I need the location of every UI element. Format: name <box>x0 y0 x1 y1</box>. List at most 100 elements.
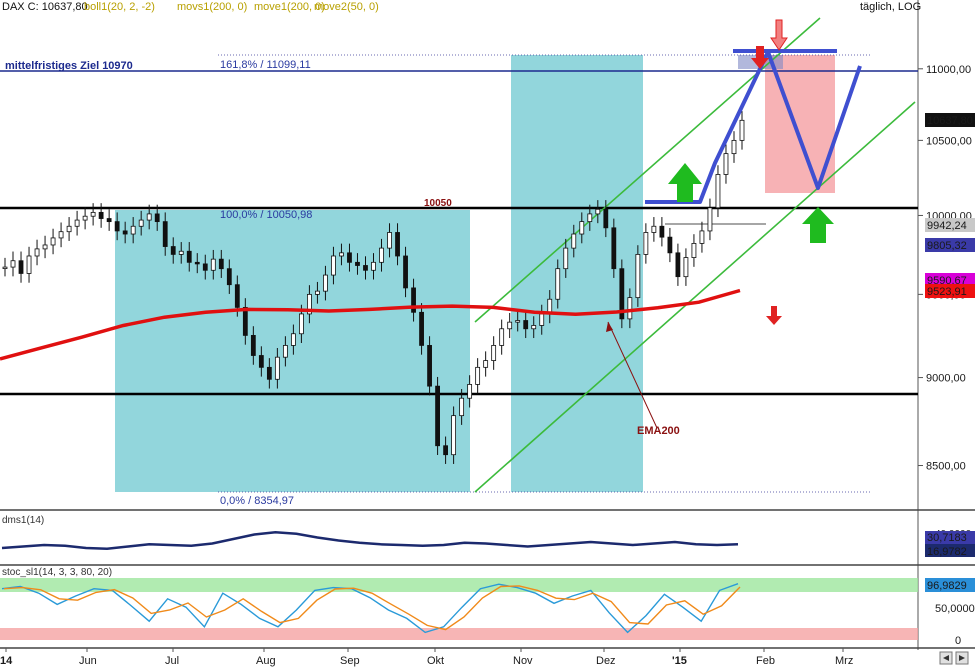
dms-badge-1 <box>925 531 975 544</box>
candle-body <box>299 313 304 335</box>
period-label: täglich, LOG <box>860 1 921 13</box>
candle-body <box>419 311 424 346</box>
candle-body <box>619 268 625 320</box>
red-down-arrow-2 <box>770 19 788 51</box>
candle-body <box>411 287 416 313</box>
fib-100-label: 100,0% / 10050,98 <box>220 209 312 221</box>
candle-body <box>282 345 288 358</box>
candle-body <box>2 266 8 269</box>
x-tick-label: Nov <box>513 655 533 667</box>
candle-body <box>539 313 545 326</box>
target-label: mittelfristiges Ziel 10970 <box>5 60 133 72</box>
candle-body <box>274 356 280 380</box>
candle-body <box>571 233 577 249</box>
candle-body <box>258 355 264 368</box>
x-tick-label: Sep <box>340 655 360 667</box>
ema-pointer-line <box>607 321 658 429</box>
candle-body <box>74 219 80 227</box>
ema200-label: EMA200 <box>637 425 680 437</box>
chart-title: DAX C: 10637,80 <box>2 1 88 13</box>
stoch-k-line <box>1 583 739 634</box>
ema-text: 9523,91 <box>927 286 967 298</box>
candle-body <box>579 221 585 235</box>
ema200-line <box>0 288 741 361</box>
ema-pointer-head <box>606 322 613 332</box>
stoch-axis-zero: 0 <box>955 635 961 647</box>
candle-body <box>387 232 392 249</box>
candle-body <box>531 325 537 330</box>
gray-level-badge <box>925 218 975 232</box>
last-price-text: 10637,80 <box>927 115 973 127</box>
indicator-1: boll1(20, 2, -2) <box>84 1 155 13</box>
candle-body <box>707 207 713 232</box>
x-tick-label: Mrz <box>835 655 853 667</box>
candle-body <box>395 232 400 257</box>
candle-body <box>635 254 641 299</box>
candle-body <box>290 333 296 346</box>
green-up-arrow-1 <box>668 163 702 202</box>
level-10050-label: 10050 <box>424 198 452 209</box>
candle-body <box>651 225 657 233</box>
candle-body <box>250 335 256 356</box>
consolidation-zone-1 <box>115 210 470 492</box>
y-tick-label: 8500,00 <box>926 461 966 473</box>
candle-body <box>611 227 617 270</box>
candle-body <box>507 321 513 330</box>
candle-body <box>146 213 152 221</box>
candle-body <box>58 231 64 239</box>
candle-body <box>515 320 521 323</box>
candle-body <box>138 219 144 227</box>
candle-body <box>475 366 481 385</box>
candle-body <box>202 263 208 271</box>
scroll-right-icon <box>959 655 965 661</box>
candle-body <box>347 252 352 263</box>
scroll-left-icon <box>943 655 949 661</box>
candle-body <box>435 385 440 447</box>
candle-body <box>355 261 360 266</box>
stoch-label: stoc_sl1(14, 3, 3, 80, 20) <box>2 567 112 578</box>
x-tick-label: Jul <box>165 655 179 667</box>
candle-body <box>627 297 633 320</box>
candle-body <box>675 252 681 278</box>
candle-body <box>323 274 328 292</box>
stoch-axis-mid: 50,0000 <box>935 603 975 615</box>
candle-body <box>66 225 72 233</box>
gray-level-text: 9942,24 <box>927 220 967 232</box>
candle-body <box>587 213 593 223</box>
ema-badge <box>925 284 975 298</box>
candle-body <box>683 257 689 278</box>
stoch-badge <box>925 578 975 592</box>
red-down-arrow-3 <box>766 306 782 325</box>
candle-body <box>226 268 232 286</box>
candle-body <box>643 232 649 255</box>
red-down-arrow-1 <box>751 46 769 69</box>
candle-body <box>114 221 120 232</box>
candle-body <box>555 268 561 300</box>
candle-body <box>178 250 184 255</box>
candle-body <box>723 153 729 175</box>
channel-lower-line <box>474 101 916 493</box>
candle-body <box>659 225 665 238</box>
candle-body <box>443 445 448 456</box>
candle-body <box>90 211 96 217</box>
candle-body <box>130 225 136 235</box>
candle-body <box>731 139 737 155</box>
candle-body <box>42 244 48 250</box>
indicator-4: move2(50, 0) <box>314 1 379 13</box>
candle-body <box>218 258 224 270</box>
candle-body <box>10 260 16 268</box>
candle-body <box>154 213 160 223</box>
x-tick-label: Aug <box>256 655 276 667</box>
candle-body <box>186 250 192 263</box>
candle-body <box>122 230 128 235</box>
y-tick-label: 9000,00 <box>926 373 966 385</box>
candle-body <box>194 261 200 265</box>
candle-body <box>451 415 457 456</box>
y-tick-label: 11000,00 <box>926 64 971 76</box>
candle-body <box>699 230 705 244</box>
candle-body <box>603 208 609 229</box>
candle-body <box>26 255 32 274</box>
bollinger-text: 9805,32 <box>927 240 967 252</box>
bollinger-badge <box>925 238 975 252</box>
